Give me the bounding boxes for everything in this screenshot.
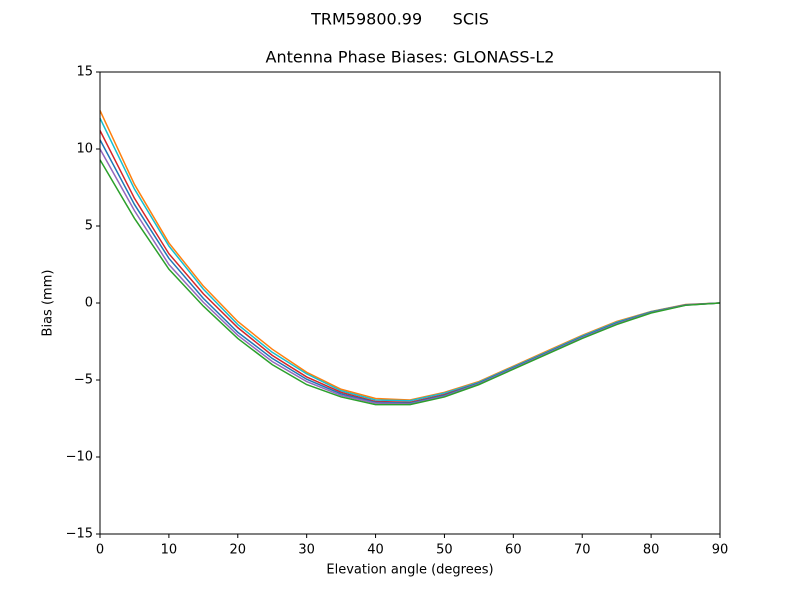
y-tick-label: −15 — [66, 527, 93, 542]
x-tick-label: 0 — [96, 543, 104, 558]
x-tick-label: 60 — [505, 543, 522, 558]
x-tick-label: 70 — [574, 543, 591, 558]
y-tick-label: −5 — [74, 373, 93, 388]
y-tick-label: 15 — [76, 65, 93, 80]
x-tick-label: 80 — [643, 543, 660, 558]
x-tick-label: 10 — [161, 543, 178, 558]
series-line — [99, 130, 721, 404]
chart-title: Antenna Phase Biases: GLONASS-L2 — [266, 48, 555, 67]
series-line — [99, 117, 721, 402]
plot-frame — [99, 71, 721, 535]
x-tick-label: 30 — [298, 543, 315, 558]
x-tick-label: 20 — [230, 543, 247, 558]
y-tick-label: 0 — [85, 296, 93, 311]
y-tick-label: 10 — [76, 142, 93, 157]
suptitle: TRM59800.99 SCIS — [310, 10, 489, 29]
y-tick-label: −10 — [66, 450, 93, 465]
x-tick-label: 90 — [712, 543, 729, 558]
x-tick-label: 40 — [367, 543, 384, 558]
series-line — [99, 110, 721, 401]
y-axis-label: Bias (mm) — [41, 270, 56, 337]
series-line — [99, 159, 721, 406]
x-tick-label: 50 — [436, 543, 453, 558]
series-line — [99, 139, 721, 404]
x-axis-label: Elevation angle (degrees) — [326, 563, 493, 578]
y-tick-label: 5 — [85, 219, 93, 234]
